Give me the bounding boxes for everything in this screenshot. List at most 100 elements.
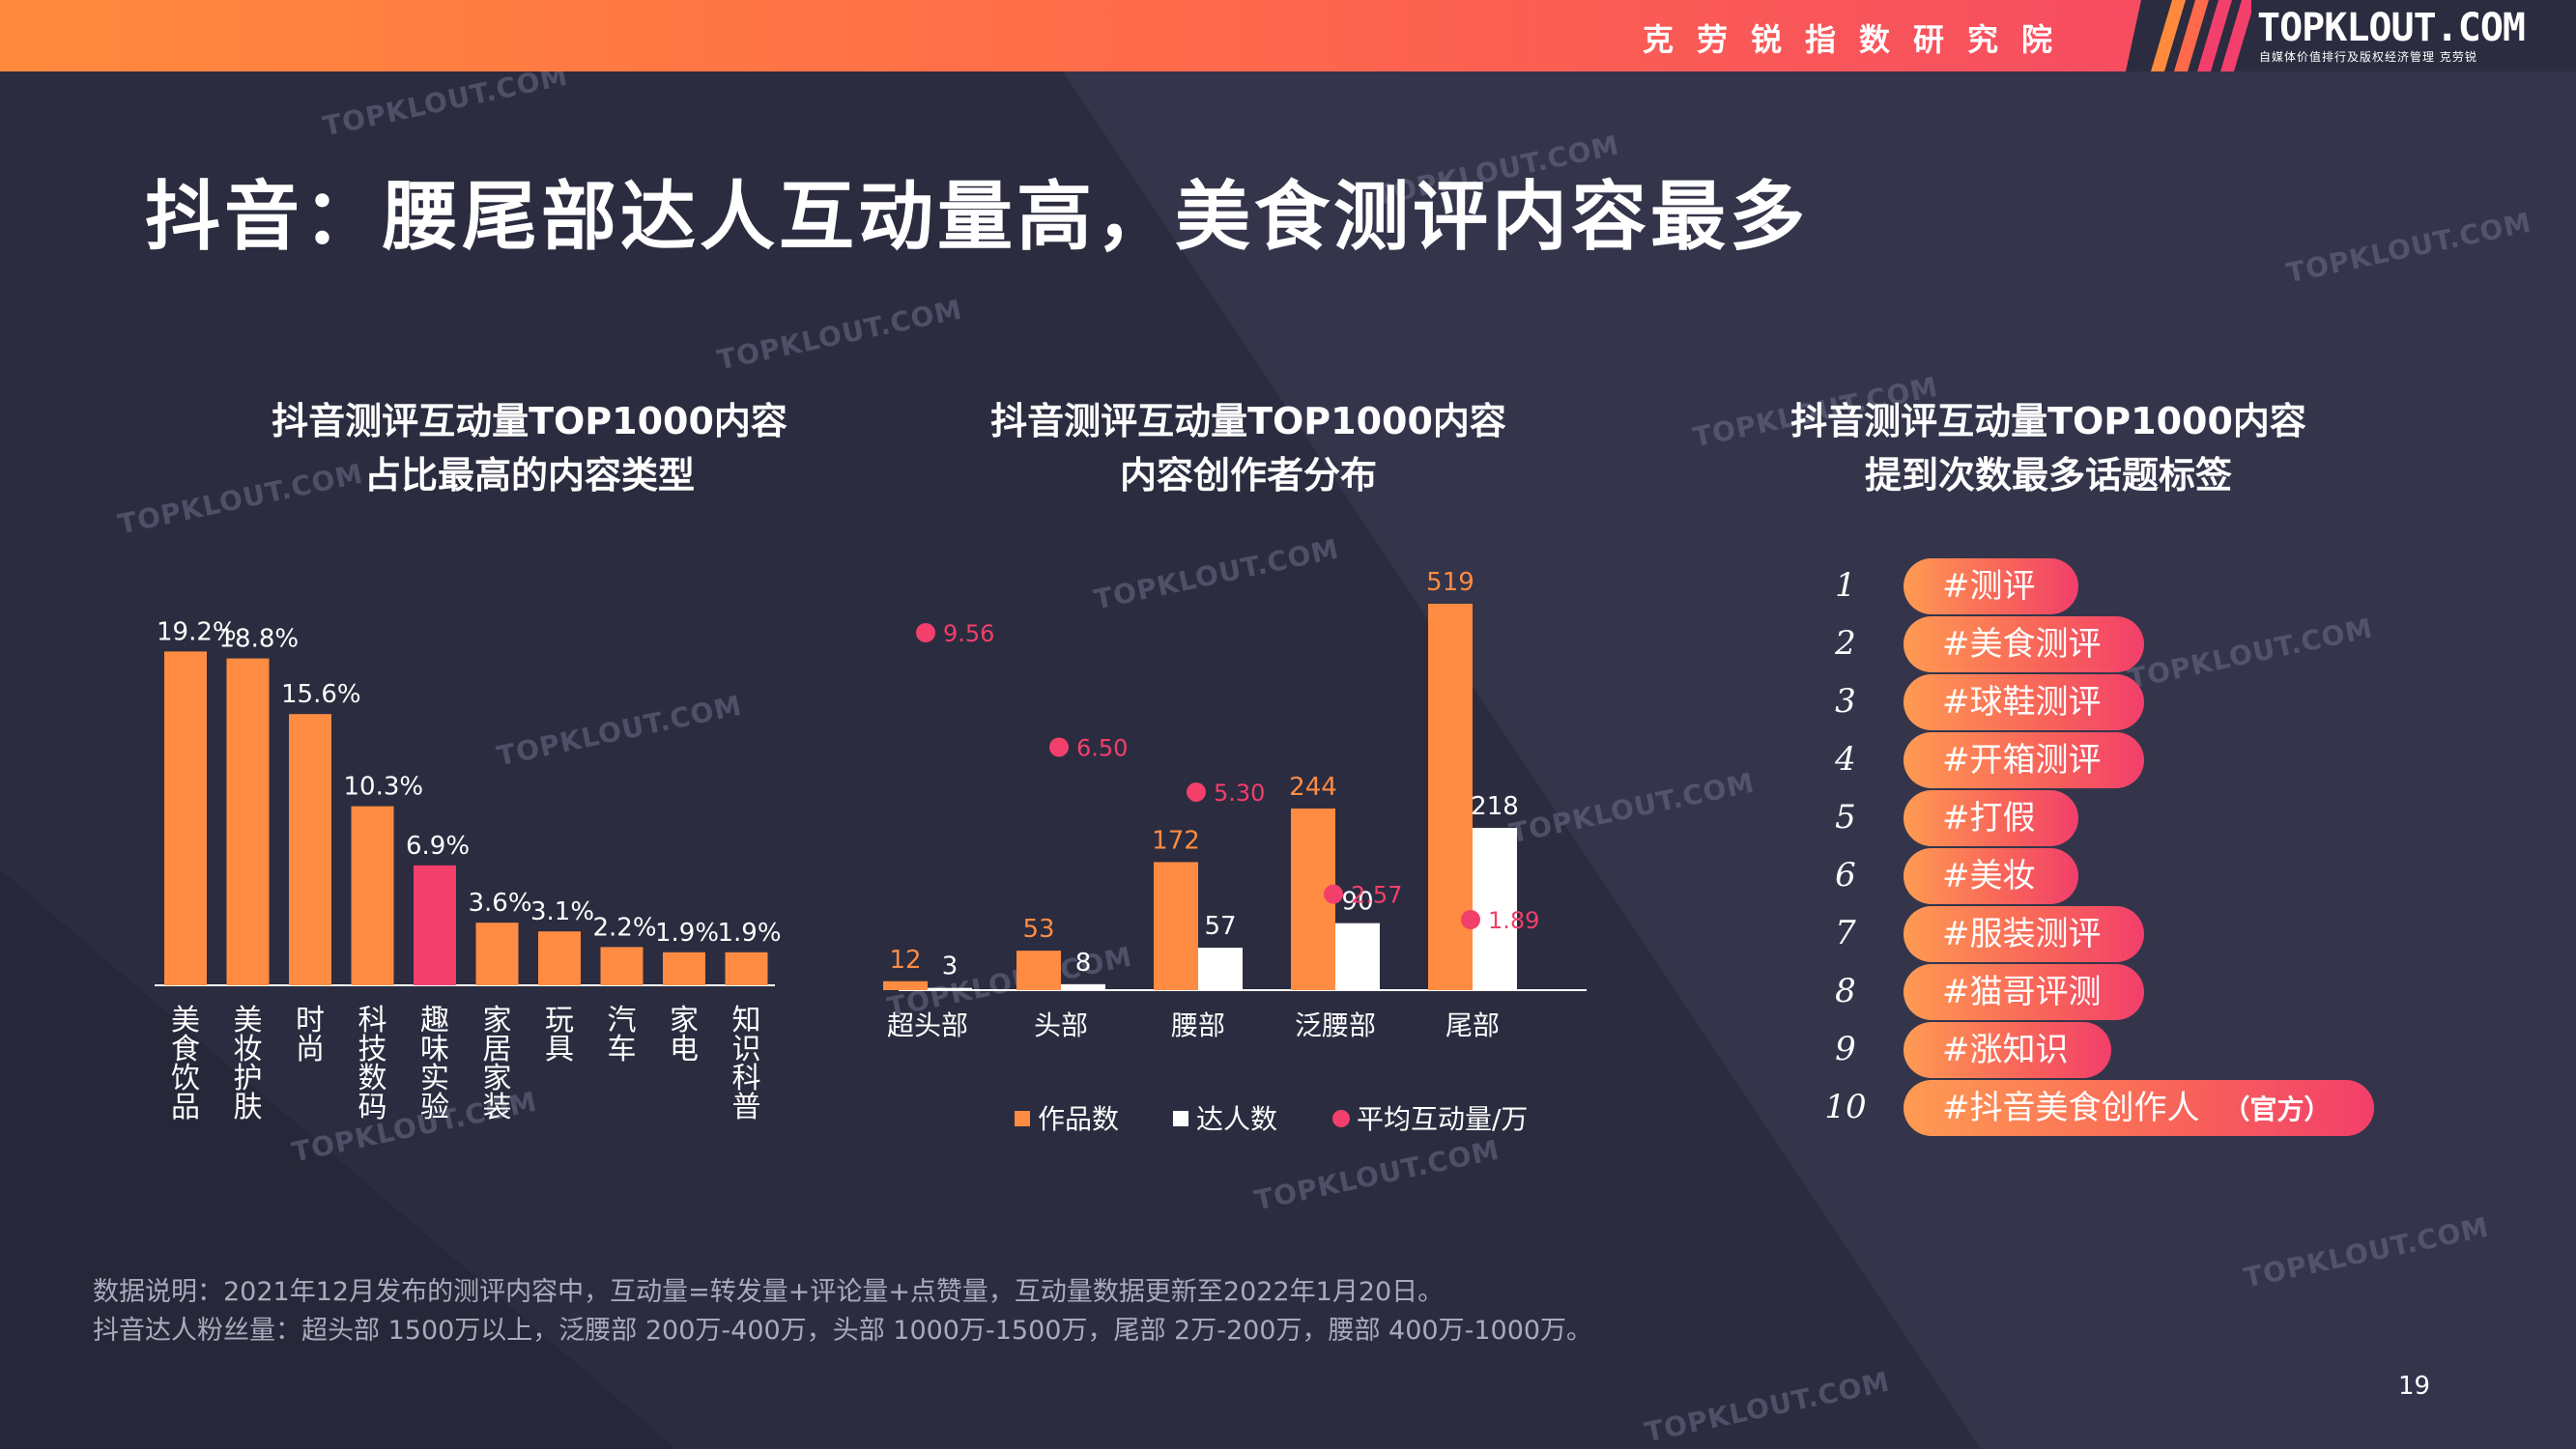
chart2-bar-creators [1061,983,1105,990]
chart1-category-label: 玩 [545,1004,574,1037]
chart1-bar [663,952,705,985]
chart1-bar [725,952,768,985]
chart1-category-label: 饮 [171,1062,200,1095]
legend-swatch-avg [1332,1110,1350,1127]
chart2-bar-creators [928,987,972,990]
logo-text: TOPKLOUT.COM [2257,6,2526,50]
chart3-title: 抖音测评互动量TOP1000内容 提到次数最多话题标签 [1739,394,2358,502]
legend-label-works: 作品数 [1038,1103,1119,1135]
chart1-category-label: 具 [545,1033,574,1066]
chart1-category-label: 品 [171,1091,200,1124]
chart1-bar [600,947,644,985]
topic-tag-label: #猫哥评测 [1942,973,2102,1011]
chart2-creators-label: 57 [1204,912,1236,941]
chart1-category-label: 家 [670,1004,699,1037]
chart2-avg-point [1324,884,1343,904]
chart1-value-label: 3.1% [530,897,594,926]
chart1-category-label: 妆 [234,1033,263,1066]
topic-tag-pill: #测评 [1903,558,2078,614]
chart1-category-label: 车 [608,1033,637,1066]
legend-label-creators: 达人数 [1196,1103,1277,1135]
note-line-2: 抖音达人粉丝量：超头部 1500万以上，泛腰部 200万-400万，头部 100… [93,1316,1593,1346]
chart1-category-label: 普 [732,1091,761,1124]
chart1-value-label: 3.6% [469,889,532,918]
tag-rank: 4 [1835,740,1856,779]
topic-tag-pill: #打假 [1903,790,2078,846]
chart1-category-label: 电 [670,1033,699,1066]
chart2-bar-works [1154,862,1198,990]
chart1-category-label: 汽 [608,1004,637,1037]
chart1-category-label: 装 [483,1091,512,1124]
chart2-avg-point [1461,910,1480,929]
note-line-1: 数据说明：2021年12月发布的测评内容中，互动量=转发量+评论量+点赞量，互动… [93,1277,1445,1307]
chart1-title-line2: 占比最高的内容类型 [363,454,695,497]
chart1-category-label: 家 [483,1062,512,1095]
chart1-title: 抖音测评互动量TOP1000内容 占比最高的内容类型 [220,394,839,502]
chart1-category-label: 护 [234,1062,263,1095]
chart1-category-label: 食 [171,1033,200,1066]
chart1-value-label: 2.2% [593,913,657,942]
chart3-title-line1: 抖音测评互动量TOP1000内容 [1790,400,2306,442]
legend-label-avg: 平均互动量/万 [1357,1103,1528,1135]
org-name: 克劳锐指数研究院 [1643,21,2076,58]
chart2-avg-point [1187,781,1206,802]
topic-tag-pill: #开箱测评 [1903,732,2144,788]
chart2-works-label: 53 [1022,915,1054,944]
legend-swatch-works [1015,1111,1030,1126]
chart1-category-label: 数 [358,1062,387,1095]
chart1-value-label: 19.2% [157,617,237,646]
chart2-bar-creators [1335,923,1380,990]
logo-stripes-icon [2151,0,2251,71]
chart1-bar [351,806,394,985]
chart2-bar-works [883,980,928,990]
topic-tag-label: #开箱测评 [1942,741,2102,780]
chart2-avg-label: 1.89 [1488,907,1539,934]
chart2-category-label: 头部 [1034,1009,1088,1041]
topic-tag-label: #打假 [1942,799,2036,838]
page-title: 抖音：腰尾部达人互动量高，美食测评内容最多 [145,174,1810,261]
chart1-bar [538,931,581,985]
topic-tag-label: #服装测评 [1942,915,2102,953]
chart1-bar [226,658,270,985]
chart1-category-label: 知 [732,1004,761,1037]
chart2-title-line1: 抖音测评互动量TOP1000内容 [990,400,1506,442]
topic-tag-label: #美妆 [1942,857,2036,895]
chart1-category-label: 家 [483,1004,512,1037]
chart2-bar-works [1428,604,1473,990]
chart2-creators-label: 218 [1471,792,1519,821]
tag-rank: 6 [1835,856,1856,895]
tag-rank: 8 [1835,972,1856,1010]
chart1-value-label: 18.8% [219,625,300,654]
brand-logo: TOPKLOUT.COM 自媒体价值排行及版权经济管理 克劳锐 [2126,0,2576,71]
tag-rank: 7 [1835,914,1856,952]
legend-swatch-creators [1173,1111,1188,1126]
topic-tag-pill: #美食测评 [1903,616,2144,672]
chart1-category-label: 居 [483,1033,512,1066]
chart2-category-label: 腰部 [1171,1009,1225,1041]
topic-tag-pill: #抖音美食创作人 （官方） [1903,1080,2374,1136]
chart1-bar [475,923,519,985]
chart2-title: 抖音测评互动量TOP1000内容 内容创作者分布 [939,394,1558,502]
logo-subtitle: 自媒体价值排行及版权经济管理 克劳锐 [2259,50,2477,64]
topic-tag-pill: #猫哥评测 [1903,964,2144,1020]
chart2-avg-point [1049,737,1069,757]
chart2-bar-creators [1198,948,1243,990]
chart1-bar [164,651,207,985]
chart1-category-label: 美 [171,1004,200,1037]
chart2-bar-creators [1473,827,1517,990]
chart1-category-label: 识 [732,1033,761,1066]
chart1-category-label: 肤 [234,1091,263,1124]
tag-rank: 9 [1835,1030,1856,1068]
chart1-category-label: 科 [732,1062,761,1095]
topic-tag-label: #测评 [1942,567,2036,606]
chart1-title-line1: 抖音测评互动量TOP1000内容 [272,400,787,442]
chart1-bar [414,865,456,985]
chart2-creators-label: 90 [1341,888,1373,917]
chart2-category-label: 超头部 [887,1009,968,1041]
chart1-category-label: 验 [420,1091,449,1124]
topic-tag-label: #涨知识 [1942,1031,2069,1069]
chart2-category-label: 尾部 [1445,1009,1500,1041]
topic-tag-label: #抖音美食创作人 [1942,1089,2200,1127]
chart1-category-label: 趣 [420,1004,449,1037]
